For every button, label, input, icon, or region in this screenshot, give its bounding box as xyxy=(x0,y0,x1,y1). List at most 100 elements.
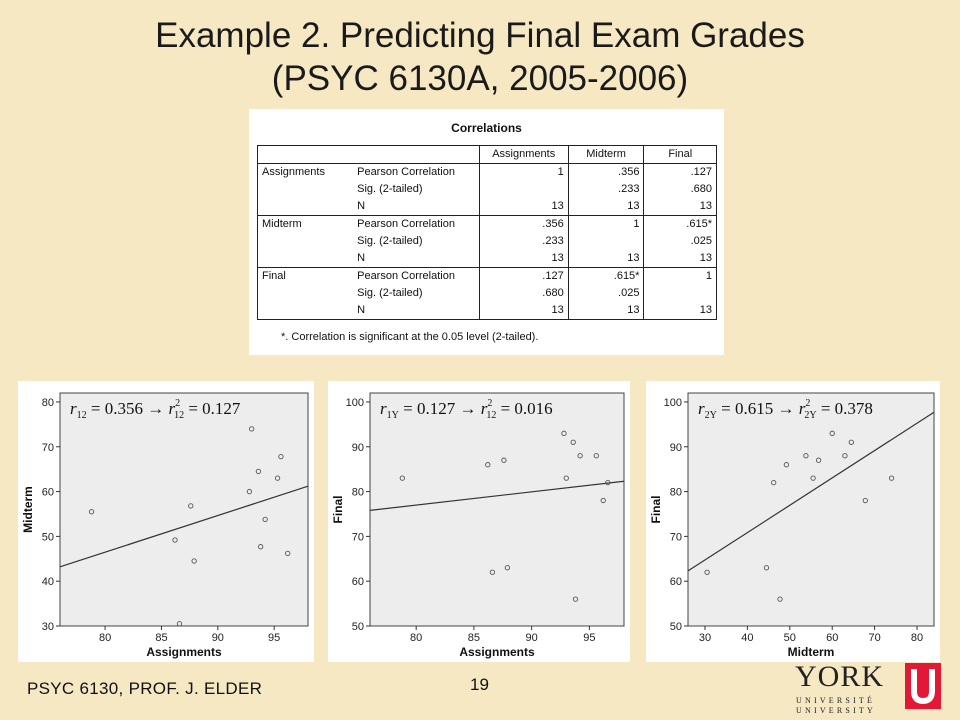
correlation-cell: .356 xyxy=(567,163,645,181)
data-point xyxy=(848,439,854,445)
correlations-row: N 13 13 13 xyxy=(257,302,717,320)
y-tick-label: 80 xyxy=(352,487,364,499)
correlation-cell: .356 xyxy=(478,215,569,233)
correlation-cell: .680 xyxy=(643,181,717,198)
correlations-title: Correlations xyxy=(451,121,522,135)
x-tick-label: 85 xyxy=(155,632,167,644)
x-tick-label: 85 xyxy=(468,632,480,644)
data-point xyxy=(176,621,183,627)
correlations-row: Sig. (2-tailed) .680.025 xyxy=(257,285,717,302)
x-tick-label: 90 xyxy=(212,632,224,644)
logo-line-en: UNIVERSITY xyxy=(796,706,876,715)
correlation-cell: .025 xyxy=(643,233,717,250)
data-point xyxy=(561,430,567,436)
row-stat-label: N xyxy=(353,198,480,216)
slide-title: Example 2. Predicting Final Exam Grades … xyxy=(0,14,960,100)
x-tick-label: 30 xyxy=(699,632,711,644)
title-line-1: Example 2. Predicting Final Exam Grades xyxy=(155,16,805,55)
row-stat-label: Sig. (2-tailed) xyxy=(357,235,423,247)
x-tick-label: 95 xyxy=(268,632,280,644)
y-tick-label: 60 xyxy=(352,576,364,588)
x-tick-label: 90 xyxy=(526,632,538,644)
data-point xyxy=(274,475,281,481)
data-point xyxy=(248,426,255,432)
y-axis-label: Final xyxy=(649,495,663,523)
x-tick-label: 50 xyxy=(784,632,796,644)
row-group-label: Assignments xyxy=(257,163,354,181)
correlation-cell: 13 xyxy=(643,302,717,320)
correlation-cell: 13 xyxy=(567,302,645,320)
x-tick-label: 80 xyxy=(99,632,111,644)
data-point xyxy=(278,453,284,460)
row-group-label: Midterm xyxy=(257,215,354,233)
row-stat-label: Sig. (2-tailed) xyxy=(357,183,423,195)
data-point xyxy=(88,509,95,515)
correlations-row: N 13 13 13 xyxy=(257,198,717,216)
data-point xyxy=(188,503,194,509)
data-point xyxy=(771,479,777,486)
correlation-cell: .127 xyxy=(643,163,717,181)
row-group-label xyxy=(257,198,354,216)
correlations-footnote: *. Correlation is significant at the 0.0… xyxy=(281,331,539,343)
data-point xyxy=(600,497,606,504)
correlations-table-panel: Correlations Assignments Midterm Final A… xyxy=(249,109,724,355)
y-tick-label: 40 xyxy=(42,576,54,588)
y-tick-label: 70 xyxy=(670,531,682,543)
y-tick-label: 90 xyxy=(352,442,364,454)
data-point xyxy=(504,565,511,571)
row-group-label xyxy=(257,181,354,198)
y-axis-label: Final xyxy=(331,495,345,523)
correlation-cell: 1 xyxy=(478,163,569,181)
scatter-panel-assignments-final: 80 85 90 95 50 60 70 80 90 100 Assignments Final r1Y… xyxy=(328,381,630,662)
data-point xyxy=(563,475,569,481)
correlation-cell: .127 xyxy=(478,267,569,285)
scatter-panel-assignments-midterm: 80 85 90 95 30 40 50 60 70 80 Assignments Midterm r1… xyxy=(18,381,314,662)
correlation-annotation: r2Y = 0.615 → r2 2Y = 0.378 xyxy=(698,398,873,421)
correlations-row: Midterm Pearson Correlation .356 1.615* xyxy=(257,215,717,233)
correlations-row: N 13 13 13 xyxy=(257,250,717,268)
correlation-cell xyxy=(478,181,569,198)
york-u-icon xyxy=(905,663,941,709)
row-stat-label: Pearson Correlation xyxy=(353,267,480,285)
correlations-row: Final Pearson Correlation .127.615* 1 xyxy=(257,267,717,285)
y-tick-label: 100 xyxy=(664,397,682,409)
scatter-midterm-final: 30 40 50 60 70 80 50 60 70 80 90 100 Midterm Final r2Y… xyxy=(649,392,935,659)
y-tick-label: 50 xyxy=(42,531,54,543)
correlation-annotation: r1Y = 0.127 → r2 12 = 0.016 xyxy=(380,398,553,421)
correlation-cell: .025 xyxy=(567,285,645,302)
scatter-assignments-final: 80 85 90 95 50 60 70 80 90 100 Assignments Final r1Y… xyxy=(331,392,625,659)
correlations-row: Sig. (2-tailed) .233 .025 xyxy=(257,233,717,250)
correlation-cell: 13 xyxy=(643,198,717,216)
title-line-2: (PSYC 6130A, 2005-2006) xyxy=(271,59,689,98)
fit-line xyxy=(369,480,625,511)
data-point xyxy=(763,565,770,571)
data-point xyxy=(862,497,868,504)
footer-course: PSYC 6130, PROF. J. ELDER xyxy=(27,679,263,698)
correlation-cell: .615* xyxy=(567,267,645,285)
y-tick-label: 80 xyxy=(670,487,682,499)
correlation-cell: 13 xyxy=(478,198,569,216)
data-point xyxy=(605,479,611,486)
correlation-cell: 13 xyxy=(567,198,645,216)
data-point xyxy=(172,537,178,543)
x-axis-label: Assignments xyxy=(146,645,222,659)
data-point xyxy=(285,550,291,557)
col-header-midterm: Midterm xyxy=(567,145,645,164)
row-stat-label: Pearson Correlation xyxy=(353,215,480,233)
data-point xyxy=(258,544,264,550)
data-point xyxy=(191,558,197,564)
x-tick-label: 40 xyxy=(741,632,753,644)
col-header-assignments: Assignments xyxy=(478,145,569,164)
x-axis-label: Assignments xyxy=(459,645,535,659)
correlation-cell: .233 xyxy=(478,233,569,250)
row-stat-label: N xyxy=(353,250,480,268)
row-group-label: Final xyxy=(257,267,354,285)
row-group-label xyxy=(257,302,354,320)
logo-line-fr: UNIVERSITÉ xyxy=(796,696,876,705)
x-tick-label: 80 xyxy=(911,632,923,644)
scatter-assignments-midterm: 80 85 90 95 30 40 50 60 70 80 Assignments Midterm r1… xyxy=(21,392,309,659)
x-tick-label: 60 xyxy=(826,632,838,644)
y-tick-label: 50 xyxy=(670,621,682,633)
row-stat-label: N xyxy=(353,302,480,320)
data-point xyxy=(262,516,268,523)
